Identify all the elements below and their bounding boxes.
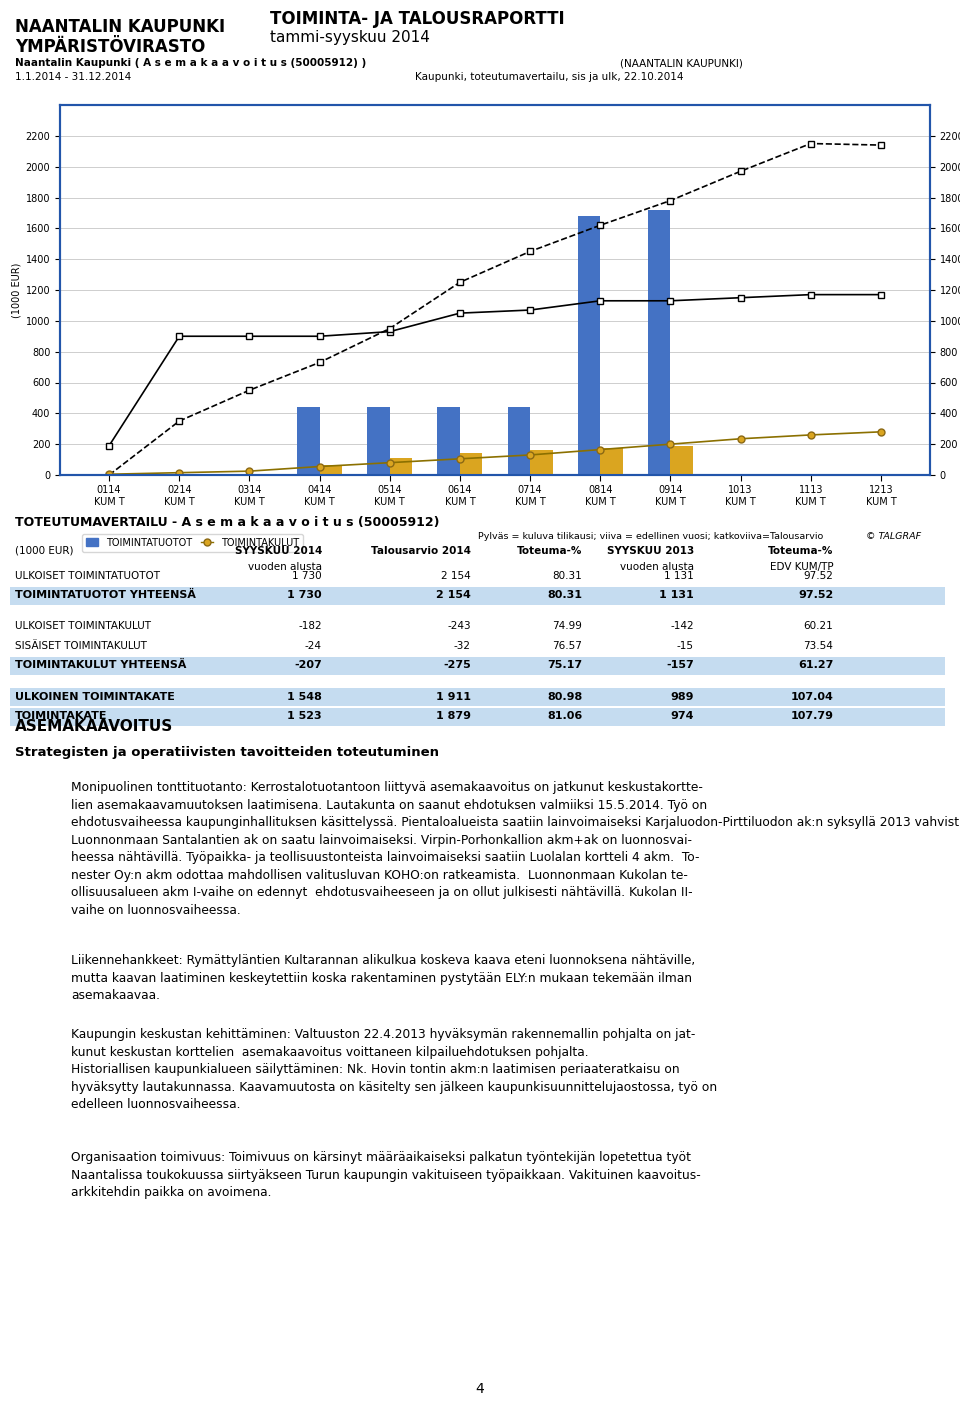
Text: 1 730: 1 730 bbox=[287, 590, 322, 600]
Bar bbox=[600, 448, 623, 475]
Bar bbox=[298, 408, 320, 475]
Bar bbox=[368, 408, 390, 475]
Text: ULKOISET TOIMINTAKULUT: ULKOISET TOIMINTAKULUT bbox=[15, 621, 151, 631]
Text: 107.79: 107.79 bbox=[790, 710, 833, 720]
Bar bbox=[390, 458, 412, 475]
Text: TOIMINTATUOTOT YHTEENSÄ: TOIMINTATUOTOT YHTEENSÄ bbox=[15, 590, 196, 600]
Text: -24: -24 bbox=[305, 641, 322, 651]
Text: 1.1.2014 - 31.12.2014: 1.1.2014 - 31.12.2014 bbox=[15, 72, 132, 82]
Text: SYYSKUU 2013: SYYSKUU 2013 bbox=[607, 546, 694, 556]
Bar bbox=[530, 449, 553, 475]
Text: 1 523: 1 523 bbox=[287, 710, 322, 720]
Text: (1000 EUR): (1000 EUR) bbox=[15, 546, 74, 556]
Text: Liikennehankkeet: Rymättyläntien Kultarannan alikulkua koskeva kaava eteni luonn: Liikennehankkeet: Rymättyläntien Kultara… bbox=[71, 953, 695, 1002]
Text: YMPÄRISTÖVIRASTO: YMPÄRISTÖVIRASTO bbox=[15, 38, 205, 55]
Text: 74.99: 74.99 bbox=[552, 621, 583, 631]
Bar bbox=[11, 688, 945, 706]
Text: 60.21: 60.21 bbox=[804, 621, 833, 631]
Text: 61.27: 61.27 bbox=[798, 661, 833, 671]
Text: (NAANTALIN KAUPUNKI): (NAANTALIN KAUPUNKI) bbox=[620, 58, 743, 68]
Bar bbox=[670, 446, 693, 475]
Text: Pylväs = kuluva tilikausi; viiva = edellinen vuosi; katkoviiva=Talousarvio: Pylväs = kuluva tilikausi; viiva = edell… bbox=[477, 531, 823, 540]
Text: TOIMINTA- JA TALOUSRAPORTTI: TOIMINTA- JA TALOUSRAPORTTI bbox=[270, 10, 564, 28]
Text: 1 911: 1 911 bbox=[436, 692, 470, 702]
Text: Talousarvio 2014: Talousarvio 2014 bbox=[371, 546, 470, 556]
Text: 2 154: 2 154 bbox=[441, 571, 470, 581]
Text: ULKOISET TOIMINTATUOTOT: ULKOISET TOIMINTATUOTOT bbox=[15, 571, 160, 581]
Text: 75.17: 75.17 bbox=[547, 661, 583, 671]
Text: EDV KUM/TP: EDV KUM/TP bbox=[770, 563, 833, 573]
Text: Organisaation toimivuus: Toimivuus on kärsinyt määräaikaiseksi palkatun työnteki: Organisaation toimivuus: Toimivuus on kä… bbox=[71, 1151, 701, 1199]
Legend: TOIMINTATUOTOT, TOIMINTAKULUT: TOIMINTATUOTOT, TOIMINTAKULUT bbox=[83, 534, 303, 551]
Text: © TALGRAF: © TALGRAF bbox=[866, 531, 922, 540]
Text: -182: -182 bbox=[299, 621, 322, 631]
Bar bbox=[11, 658, 945, 675]
Text: ASEMAKAAVOITUS: ASEMAKAAVOITUS bbox=[15, 719, 173, 735]
Text: 76.57: 76.57 bbox=[552, 641, 583, 651]
Bar bbox=[460, 453, 482, 475]
Y-axis label: (1000 EUR): (1000 EUR) bbox=[12, 263, 21, 318]
Text: TOIMINTAKULUT YHTEENSÄ: TOIMINTAKULUT YHTEENSÄ bbox=[15, 661, 186, 671]
Text: Naantalin Kaupunki ( A s e m a k a a v o i t u s (50005912) ): Naantalin Kaupunki ( A s e m a k a a v o… bbox=[15, 58, 367, 68]
Text: Monipuolinen tonttituotanto: Kerrostalotuotantoon liittyvä asemakaavoitus on jat: Monipuolinen tonttituotanto: Kerrostalot… bbox=[71, 782, 960, 917]
Text: 80.31: 80.31 bbox=[547, 590, 583, 600]
Text: Kaupunki, toteutumavertailu, sis ja ulk, 22.10.2014: Kaupunki, toteutumavertailu, sis ja ulk,… bbox=[415, 72, 684, 82]
Text: -15: -15 bbox=[677, 641, 694, 651]
Text: -32: -32 bbox=[454, 641, 470, 651]
Text: -157: -157 bbox=[666, 661, 694, 671]
Bar bbox=[320, 465, 342, 475]
Bar bbox=[648, 210, 670, 475]
Text: Toteuma-%: Toteuma-% bbox=[768, 546, 833, 556]
Text: 80.98: 80.98 bbox=[547, 692, 583, 702]
Text: 974: 974 bbox=[670, 710, 694, 720]
Text: Kaupungin keskustan kehittäminen: Valtuuston 22.4.2013 hyväksymän rakennemallin : Kaupungin keskustan kehittäminen: Valtuu… bbox=[71, 1029, 717, 1111]
Text: 107.04: 107.04 bbox=[790, 692, 833, 702]
Text: -142: -142 bbox=[670, 621, 694, 631]
Text: -243: -243 bbox=[447, 621, 470, 631]
Text: 989: 989 bbox=[670, 692, 694, 702]
Bar bbox=[578, 216, 600, 475]
Text: 4: 4 bbox=[475, 1383, 485, 1397]
Text: 73.54: 73.54 bbox=[804, 641, 833, 651]
Bar bbox=[11, 708, 945, 726]
Text: ULKOINEN TOIMINTAKATE: ULKOINEN TOIMINTAKATE bbox=[15, 692, 175, 702]
Text: TOIMINTAKATE: TOIMINTAKATE bbox=[15, 710, 108, 720]
Text: 1 131: 1 131 bbox=[664, 571, 694, 581]
Text: -207: -207 bbox=[294, 661, 322, 671]
Text: 81.06: 81.06 bbox=[547, 710, 583, 720]
Text: 2 154: 2 154 bbox=[436, 590, 470, 600]
Text: SISÄISET TOIMINTAKULUT: SISÄISET TOIMINTAKULUT bbox=[15, 641, 147, 651]
Text: tammi-syyskuu 2014: tammi-syyskuu 2014 bbox=[270, 30, 430, 45]
Text: -275: -275 bbox=[443, 661, 470, 671]
Text: 1 131: 1 131 bbox=[660, 590, 694, 600]
Bar bbox=[11, 587, 945, 605]
Bar bbox=[438, 408, 460, 475]
Text: 80.31: 80.31 bbox=[553, 571, 583, 581]
Text: TOTEUTUMAVERTAILU - A s e m a k a a v o i t u s (50005912): TOTEUTUMAVERTAILU - A s e m a k a a v o … bbox=[15, 516, 440, 529]
Text: vuoden alusta: vuoden alusta bbox=[248, 563, 322, 573]
Text: 97.52: 97.52 bbox=[798, 590, 833, 600]
Text: 1 548: 1 548 bbox=[287, 692, 322, 702]
Text: SYYSKUU 2014: SYYSKUU 2014 bbox=[234, 546, 322, 556]
Text: Toteuma-%: Toteuma-% bbox=[516, 546, 583, 556]
Text: NAANTALIN KAUPUNKI: NAANTALIN KAUPUNKI bbox=[15, 18, 226, 36]
Text: 97.52: 97.52 bbox=[804, 571, 833, 581]
Text: 1 879: 1 879 bbox=[436, 710, 470, 720]
Bar bbox=[508, 408, 530, 475]
Text: Strategisten ja operatiivisten tavoitteiden toteutuminen: Strategisten ja operatiivisten tavoittei… bbox=[15, 746, 439, 759]
Text: 1 730: 1 730 bbox=[292, 571, 322, 581]
Text: vuoden alusta: vuoden alusta bbox=[620, 563, 694, 573]
